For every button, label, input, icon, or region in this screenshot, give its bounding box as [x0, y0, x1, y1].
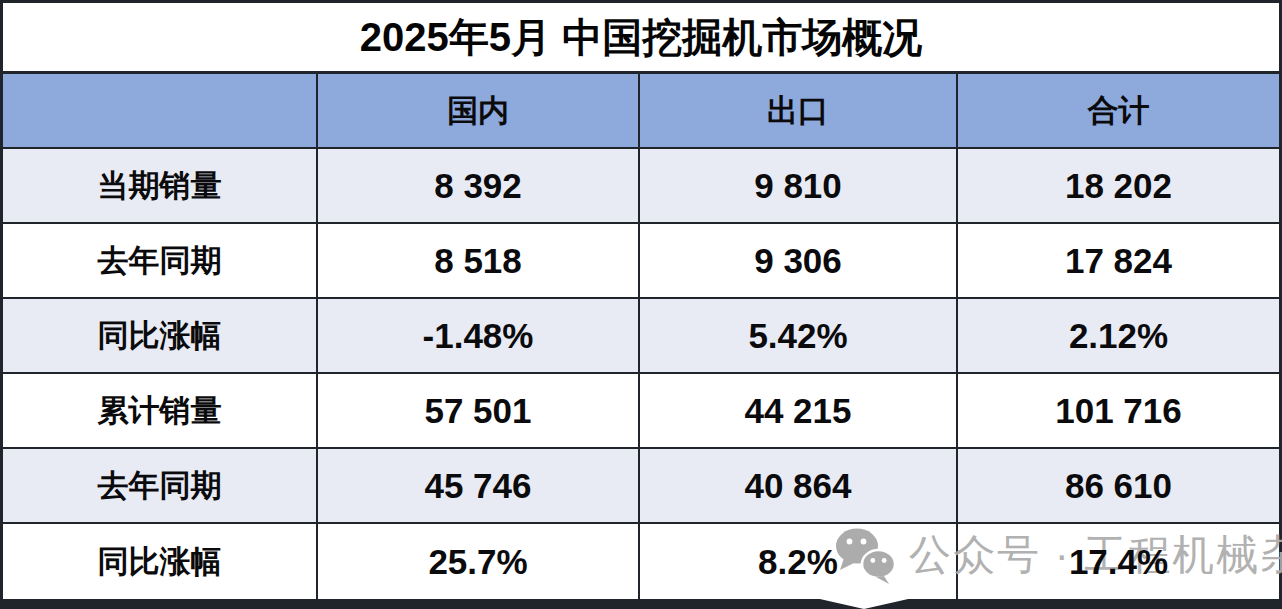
cell-value: 25.7% — [428, 542, 527, 582]
table-cell: 9 306 — [640, 224, 958, 299]
header-cell-corner — [3, 74, 318, 149]
header-cell-total: 合计 — [958, 74, 1279, 149]
cell-value: 40 864 — [744, 466, 851, 506]
table-cell: 8 518 — [318, 224, 640, 299]
table-cell: 17 824 — [958, 224, 1279, 299]
table-title-row: 2025年5月 中国挖掘机市场概况 — [3, 3, 1279, 74]
table-cell: 17.4% — [958, 524, 1279, 599]
table-row-label: 同比涨幅 — [3, 299, 318, 374]
cell-value: 86 610 — [1065, 466, 1172, 506]
cell-value: 17.4% — [1069, 542, 1168, 582]
cell-value: 44 215 — [744, 391, 851, 431]
cell-value: 2.12% — [1069, 316, 1168, 356]
table-row-label: 去年同期 — [3, 224, 318, 299]
table-cell: 40 864 — [640, 449, 958, 524]
row-label: 同比涨幅 — [98, 541, 222, 583]
table-cell: 44 215 — [640, 374, 958, 449]
column-header-label: 出口 — [767, 90, 829, 132]
table-row-label: 同比涨幅 — [3, 524, 318, 599]
table-cell: 2.12% — [958, 299, 1279, 374]
cell-value: 9 306 — [754, 241, 842, 281]
column-header-label: 合计 — [1088, 90, 1150, 132]
bottom-notch-triangle — [811, 597, 917, 609]
cell-value: 5.42% — [748, 316, 847, 356]
row-label: 累计销量 — [98, 390, 222, 432]
market-overview-table: 2025年5月 中国挖掘机市场概况 国内 出口 合计 当期销量 8 392 9 … — [0, 0, 1282, 609]
header-cell-domestic: 国内 — [318, 74, 640, 149]
table-row-label: 去年同期 — [3, 449, 318, 524]
row-label: 去年同期 — [98, 240, 222, 282]
table-cell: 101 716 — [958, 374, 1279, 449]
cell-value: 8.2% — [758, 542, 838, 582]
row-label: 同比涨幅 — [98, 315, 222, 357]
cell-value: 8 518 — [434, 241, 522, 281]
cell-value: 45 746 — [424, 466, 531, 506]
table-cell: 57 501 — [318, 374, 640, 449]
cell-value: 18 202 — [1065, 166, 1172, 206]
table-cell: 8 392 — [318, 149, 640, 224]
header-cell-export: 出口 — [640, 74, 958, 149]
table-cell: 8.2% — [640, 524, 958, 599]
column-header-label: 国内 — [447, 90, 509, 132]
page-title: 2025年5月 中国挖掘机市场概况 — [360, 10, 922, 65]
table-cell: 86 610 — [958, 449, 1279, 524]
cell-value: 57 501 — [424, 391, 531, 431]
table-cell: 9 810 — [640, 149, 958, 224]
cell-value: 17 824 — [1065, 241, 1172, 281]
cell-value: 9 810 — [754, 166, 842, 206]
table-cell: 18 202 — [958, 149, 1279, 224]
table-cell: -1.48% — [318, 299, 640, 374]
cell-value: -1.48% — [423, 316, 534, 356]
row-label: 当期销量 — [98, 165, 222, 207]
table-row-label: 当期销量 — [3, 149, 318, 224]
cell-value: 8 392 — [434, 166, 522, 206]
row-label: 去年同期 — [98, 465, 222, 507]
table-cell: 5.42% — [640, 299, 958, 374]
table-cell: 25.7% — [318, 524, 640, 599]
excavator-market-table-screen: 2025年5月 中国挖掘机市场概况 国内 出口 合计 当期销量 8 392 9 … — [0, 0, 1282, 609]
table-cell: 45 746 — [318, 449, 640, 524]
table-row-label: 累计销量 — [3, 374, 318, 449]
cell-value: 101 716 — [1055, 391, 1182, 431]
